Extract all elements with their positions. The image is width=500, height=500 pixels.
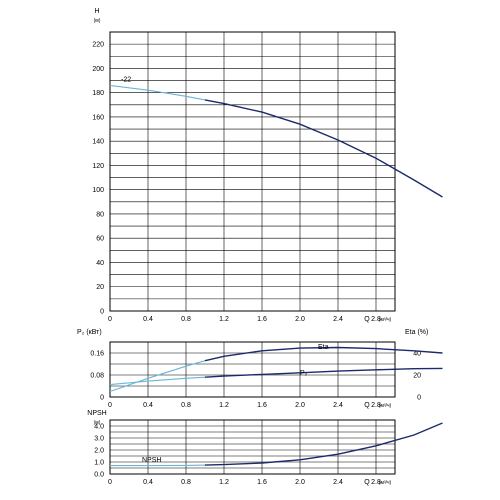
x-tick-label: 2.4 [333,479,343,486]
series-line-extrapolated [109,84,206,101]
series-line-extrapolated [109,360,206,393]
x-tick-label: 0.4 [143,402,153,409]
panel-power-efficiency: 0 0.4 0.8 1.2 1.6 2.0 2.4 2.8 0 0.08 0.16 0 20 40 P₂ (… [77,329,443,409]
series-line-extrapolated [110,464,206,467]
series-label: -22 [121,76,131,83]
y-tick-label: 0.0 [94,472,104,479]
plot-frame [109,341,396,398]
x-tick-label: 0 [108,316,112,323]
panel-head: 0 0.4 0.8 1.2 1.6 2.0 2.4 2.8 0 20 40 60 80 100 120 140… [92,8,443,323]
x-tick-label: 2.0 [295,479,305,486]
series-label: NPSH [142,457,161,464]
y-tick-label: 0.16 [90,351,104,358]
y-right-tick-label: 0 [417,395,421,402]
x-tick-label: 1.2 [219,316,229,323]
series-label: P₂ [300,370,308,377]
y-tick-label: 40 [96,260,104,267]
y-right-tick-label: 40 [413,351,421,358]
x-axis-label: Q [364,402,370,409]
x-tick-label: 0.4 [143,316,153,323]
y-tick-label: 0 [100,395,104,402]
y-tick-label: 120 [92,163,104,170]
series-line [204,367,443,378]
x-axis-label: Q [364,316,370,323]
y-tick-label: 4.0 [94,424,104,431]
x-tick-label: 2.4 [333,402,343,409]
y-tick-label: 1.0 [94,460,104,467]
panel-npsh: 0 0.4 0.8 1.2 1.6 2.0 2.4 2.8 0.0 1.0 2.0 3.0 4.0 NPS… [87,410,443,486]
x-axis-unit: (м³/ч) [379,317,392,323]
y-axis-unit: (м) [94,420,101,426]
x-tick-label: 1.2 [219,479,229,486]
x-tick-label: 0.4 [143,479,153,486]
y-tick-label: 220 [92,42,104,49]
x-tick-label: 1.6 [257,402,267,409]
y-axis-unit: (м) [94,18,101,24]
plot-frame [109,419,396,475]
y-tick-label: 200 [92,66,104,73]
y-tick-label: 180 [92,90,104,97]
x-tick-label: 2.8 [371,316,381,323]
plot-frame [109,31,396,312]
y-tick-label: 0 [100,309,104,316]
x-tick-label: 2.8 [371,479,381,486]
series-line [204,99,443,198]
x-axis-unit: (м³/ч) [379,403,392,409]
x-tick-label: 2.0 [295,402,305,409]
y-tick-label: 3.0 [94,436,104,443]
x-tick-label: 2.0 [295,316,305,323]
y-tick-label: 60 [96,236,104,243]
y-tick-label: 0.08 [90,373,104,380]
x-tick-label: 0.8 [181,479,191,486]
series-line [204,422,443,466]
x-tick-label: 1.2 [219,402,229,409]
y-tick-label: 20 [96,284,104,291]
series-line-extrapolated [109,376,206,386]
series-label: Eta [318,344,329,351]
y-axis-label: NPSH [87,410,106,417]
y-right-tick-label: 20 [413,373,421,380]
y-tick-label: 160 [92,114,104,121]
x-tick-label: 2.8 [371,402,381,409]
x-tick-label: 0.8 [181,402,191,409]
series-line [204,346,443,362]
x-tick-label: 0 [108,402,112,409]
x-tick-label: 1.6 [257,316,267,323]
x-axis-unit: (м³/ч) [379,480,392,486]
x-tick-label: 1.6 [257,479,267,486]
x-tick-label: 0 [108,479,112,486]
y-tick-label: 80 [96,211,104,218]
y-tick-label: 100 [92,187,104,194]
x-tick-label: 0.8 [181,316,191,323]
y-tick-label: 140 [92,139,104,146]
y-right-axis-label: Eta (%) [405,329,428,336]
y-axis-label: H [94,8,99,15]
y-tick-label: 2.0 [94,448,104,455]
x-tick-label: 2.4 [333,316,343,323]
x-axis-label: Q [364,479,370,486]
y-axis-label: P₂ (кВт) [77,329,102,336]
